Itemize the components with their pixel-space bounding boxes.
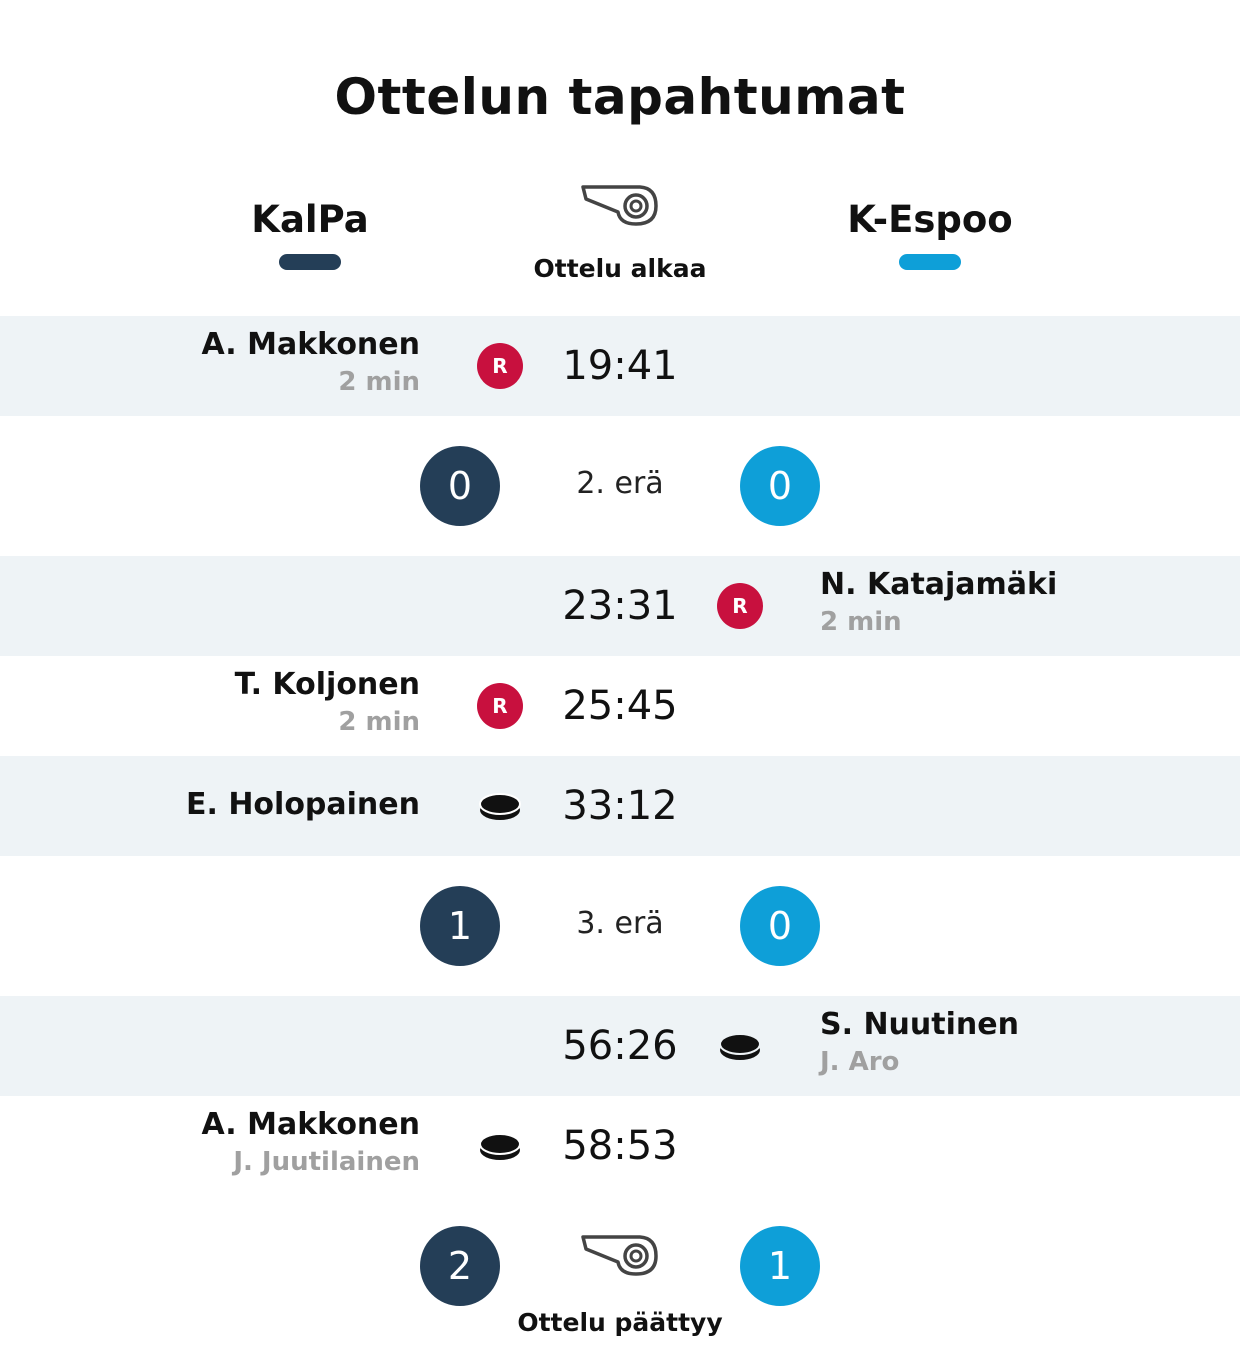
period-row: 0 2. erä 0 <box>0 436 1240 536</box>
final-home-score: 2 <box>420 1226 500 1306</box>
penalty-icon: R <box>717 583 763 629</box>
match-end-label: Ottelu päättyy <box>517 1308 723 1337</box>
penalty-icon: R <box>477 343 523 389</box>
player-name: T. Koljonen <box>234 667 420 702</box>
event-time: 19:41 <box>562 343 678 389</box>
away-team-color-bar <box>899 254 961 270</box>
final-away-score: 1 <box>740 1226 820 1306</box>
event-row: A. Makkonen J. Juutilainen 58:53 <box>0 1096 1240 1196</box>
away-team-name: K-Espoo <box>847 198 1013 241</box>
event-row: 23:31 R N. Katajamäki 2 min <box>0 556 1240 656</box>
event-time: 23:31 <box>562 583 678 629</box>
penalty-icon: R <box>477 683 523 729</box>
event-player-info: T. Koljonen 2 min <box>235 666 420 740</box>
event-player-info: A. Makkonen J. Juutilainen <box>202 1106 420 1180</box>
home-score: 1 <box>420 886 500 966</box>
event-row: T. Koljonen 2 min R 25:45 <box>0 656 1240 756</box>
puck-icon <box>719 1033 761 1060</box>
player-name: E. Holopainen <box>185 787 420 822</box>
player-name: A. Makkonen <box>201 1107 420 1142</box>
event-time: 58:53 <box>562 1123 678 1169</box>
event-player-info: S. Nuutinen J. Aro <box>820 1006 1019 1080</box>
event-time: 25:45 <box>562 683 678 729</box>
match-start-label: Ottelu alkaa <box>533 254 707 283</box>
event-row: 56:26 S. Nuutinen J. Aro <box>0 996 1240 1096</box>
player-name: A. Makkonen <box>201 327 420 362</box>
event-player-info: N. Katajamäki 2 min <box>820 566 1057 640</box>
penalty-duration: 2 min <box>338 367 420 397</box>
whistle-icon <box>581 1235 658 1276</box>
player-name: S. Nuutinen <box>820 1007 1019 1042</box>
whistle-icon <box>581 185 658 226</box>
penalty-duration: 2 min <box>338 707 420 737</box>
home-team-name: KalPa <box>251 198 369 241</box>
penalty-duration: 2 min <box>820 607 902 637</box>
event-time: 56:26 <box>562 1023 678 1069</box>
home-team-color-bar <box>279 254 341 270</box>
event-player-info: A. Makkonen 2 min <box>202 326 420 400</box>
away-score: 0 <box>740 886 820 966</box>
period-label: 3. erä <box>576 906 664 941</box>
puck-icon <box>479 793 521 820</box>
period-row: 1 3. erä 0 <box>0 876 1240 976</box>
period-label: 2. erä <box>576 466 664 501</box>
assist-name: J. Juutilainen <box>233 1147 420 1177</box>
page-title: Ottelun tapahtumat <box>334 68 906 126</box>
event-row: E. Holopainen 33:12 <box>0 756 1240 856</box>
player-name: N. Katajamäki <box>820 567 1058 602</box>
home-score: 0 <box>420 446 500 526</box>
puck-icon <box>479 1133 521 1160</box>
assist-name: J. Aro <box>820 1047 900 1077</box>
event-row: A. Makkonen 2 min R 19:41 <box>0 316 1240 416</box>
event-time: 33:12 <box>562 783 678 829</box>
event-player-info: E. Holopainen <box>186 786 420 824</box>
away-score: 0 <box>740 446 820 526</box>
